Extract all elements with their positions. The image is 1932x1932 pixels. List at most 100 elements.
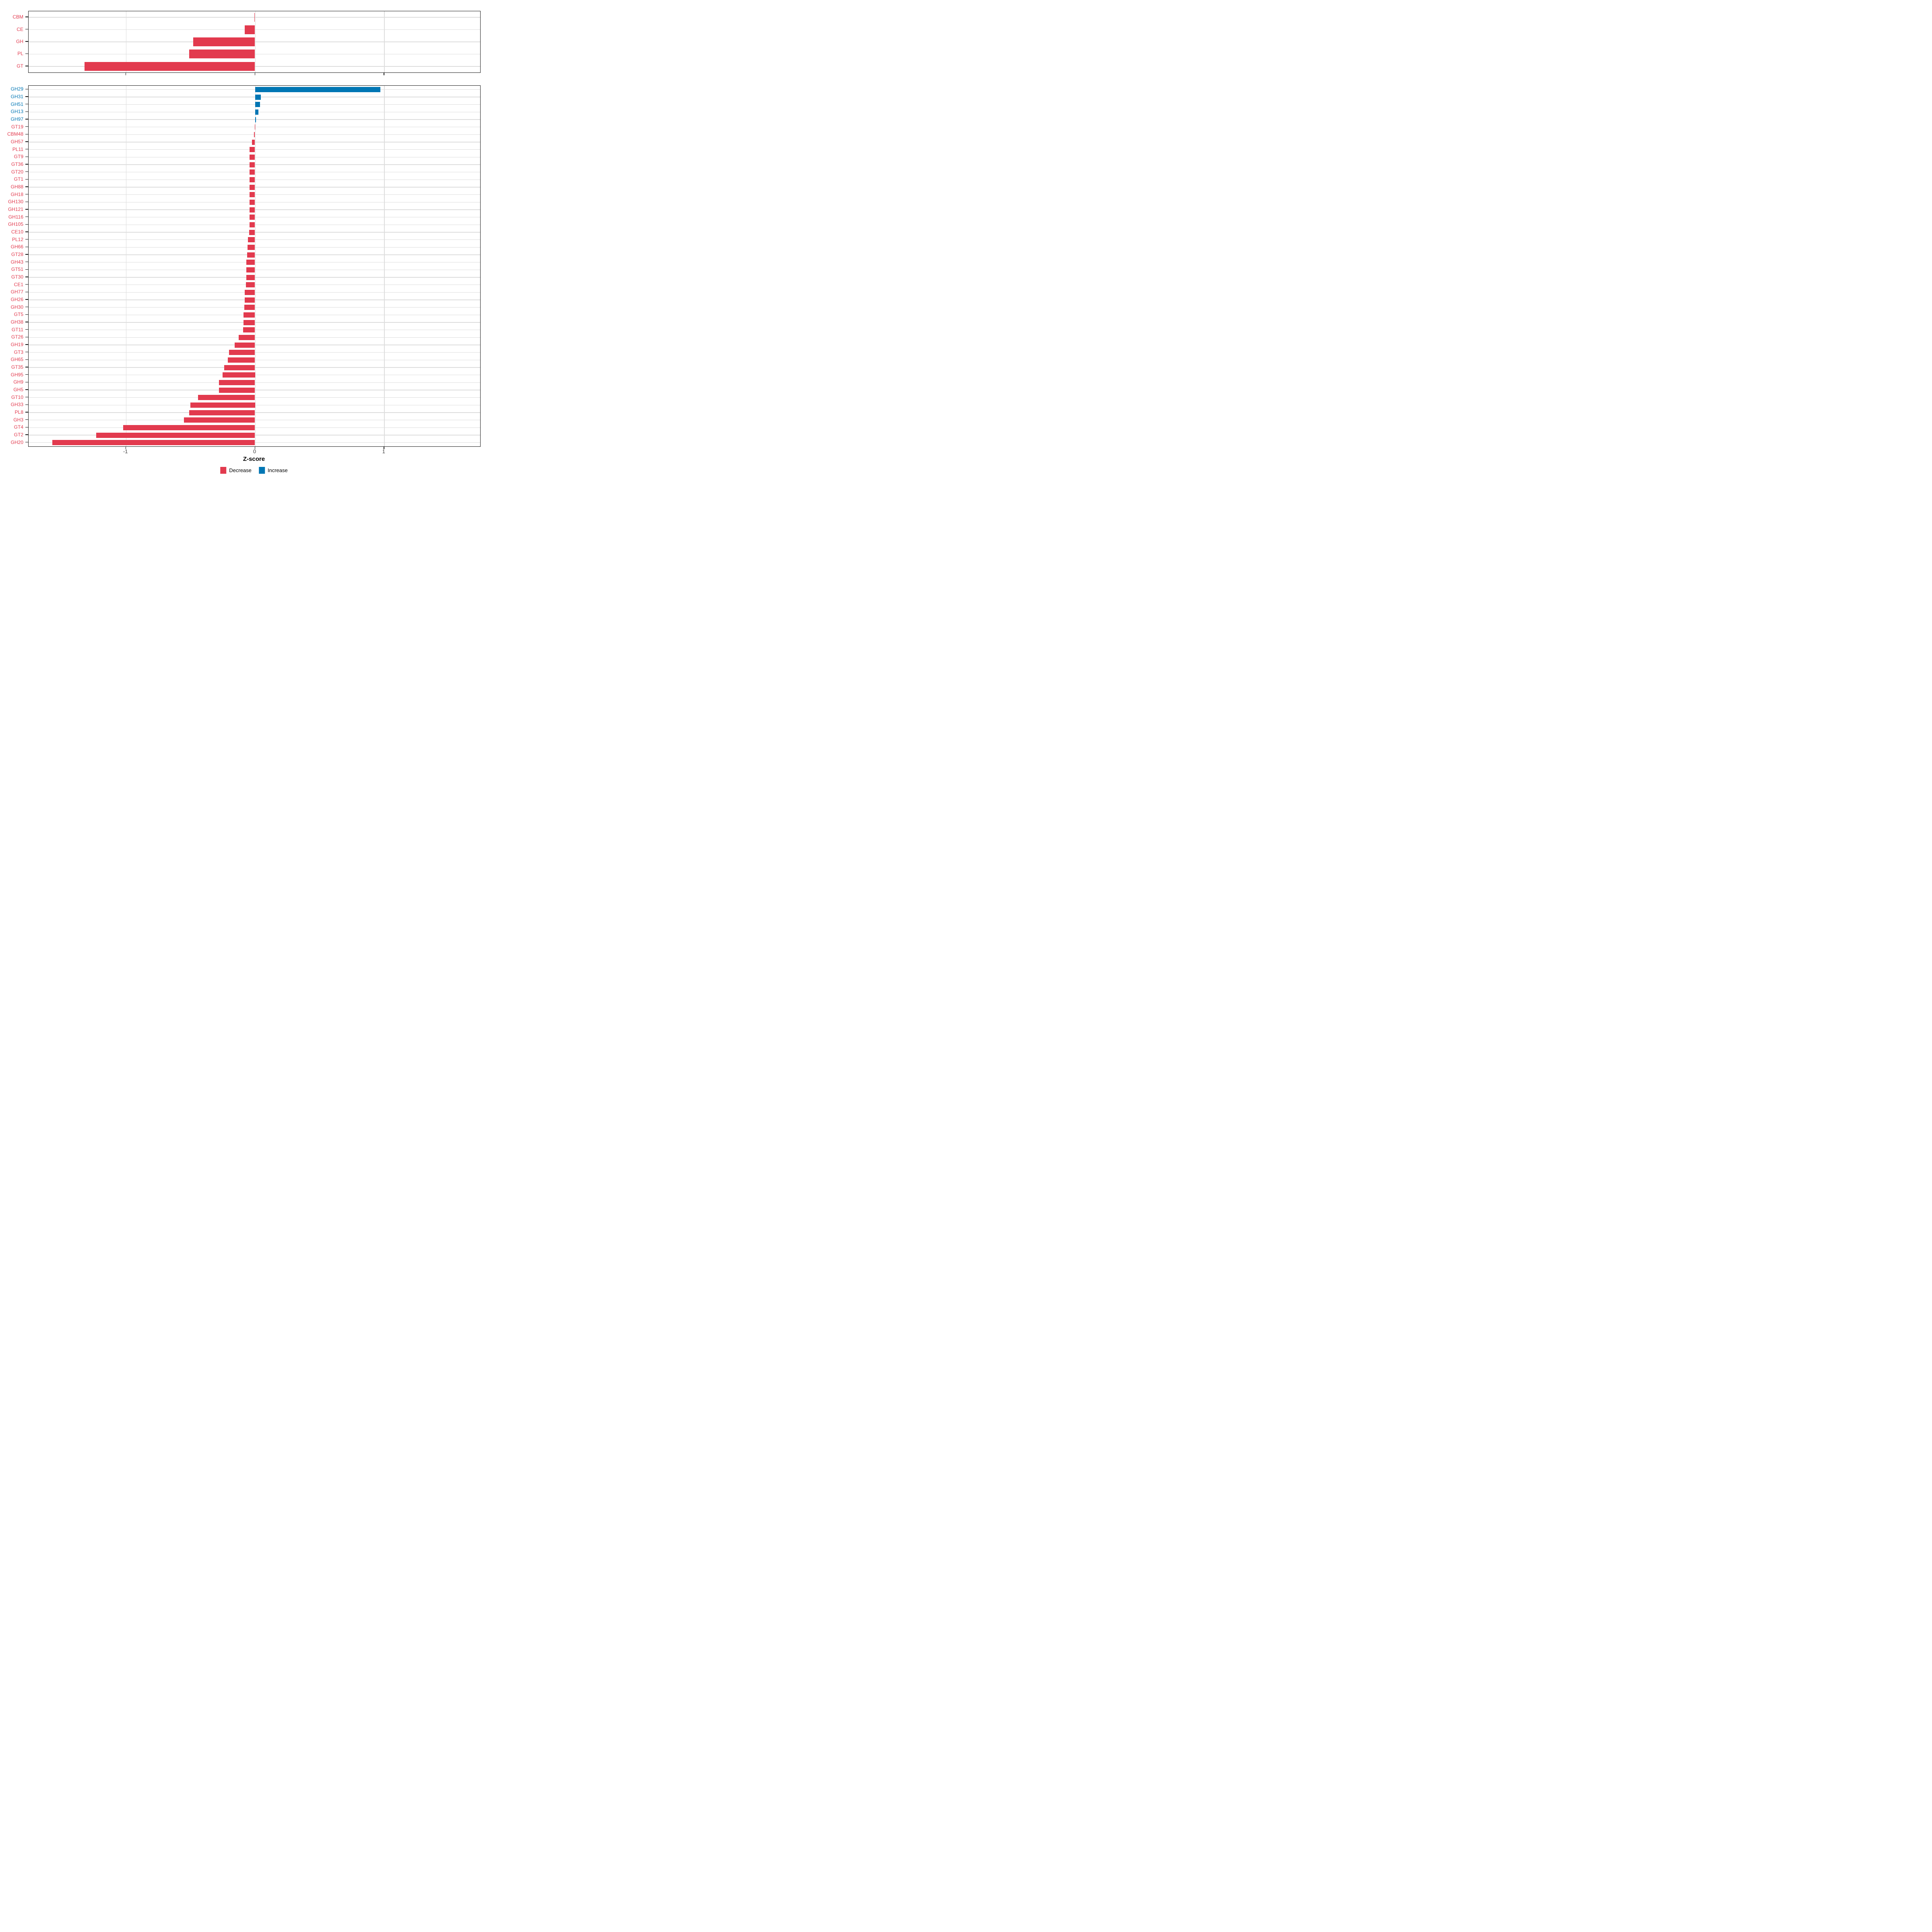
bar-GH130	[249, 199, 255, 205]
category-label-GT19: GT19	[11, 124, 23, 130]
category-label-GT5: GT5	[14, 312, 23, 318]
legend-item-increase: Increase	[258, 467, 288, 474]
category-label-GH26: GH26	[10, 297, 23, 302]
y-tick-GH95	[25, 374, 28, 375]
category-label-GH51: GH51	[10, 101, 23, 107]
category-label-GT36: GT36	[11, 161, 23, 167]
category-label-GT10: GT10	[11, 394, 23, 400]
category-label-GH9: GH9	[13, 379, 23, 385]
category-label-GT4: GT4	[14, 424, 23, 430]
category-label-GH3: GH3	[13, 417, 23, 423]
y-tick-GH66	[25, 246, 28, 248]
x-gridline-1	[384, 86, 385, 446]
y-tick-GT36	[25, 164, 28, 165]
legend-label-increase: Increase	[267, 467, 288, 473]
y-tick-CE1	[25, 284, 28, 285]
bar-GH	[193, 37, 255, 46]
bar-GT2	[96, 432, 255, 438]
bar-CE	[245, 25, 255, 34]
legend-item-decrease: Decrease	[220, 467, 252, 474]
bar-GT36	[250, 162, 255, 167]
category-label-GH66: GH66	[10, 244, 23, 250]
y-tick-CE	[25, 29, 28, 30]
category-label-GT51: GT51	[11, 266, 23, 272]
category-label-CE1: CE1	[14, 281, 23, 287]
category-label-GH29: GH29	[10, 86, 23, 92]
category-label-GH18: GH18	[10, 191, 23, 197]
category-label-GH20: GH20	[10, 439, 23, 445]
bar-GH65	[228, 357, 255, 363]
bar-PL12	[248, 237, 255, 243]
y-tick-GH57	[25, 141, 28, 142]
y-tick-CBM48	[25, 134, 28, 135]
x-axis-title: Z-score	[243, 456, 265, 462]
category-label-CBM48: CBM48	[7, 131, 23, 137]
row-gridline-GH51	[29, 104, 480, 105]
x-tick-label--1: -1	[123, 448, 128, 454]
y-tick-GT11	[25, 329, 28, 330]
category-label-GH: GH	[16, 39, 23, 44]
bar-CBM48	[254, 132, 255, 137]
bar-GH9	[219, 380, 255, 385]
legend-swatch-decrease	[220, 467, 227, 474]
category-label-GH5: GH5	[13, 387, 23, 392]
category-label-GT1: GT1	[14, 176, 23, 182]
y-tick-GT19	[25, 126, 28, 127]
y-tick-GH3	[25, 419, 28, 420]
y-tick-CE10	[25, 231, 28, 232]
category-label-GT26: GT26	[11, 334, 23, 340]
category-label-GH33: GH33	[10, 402, 23, 408]
bar-GH26	[245, 297, 255, 303]
legend: Decrease Increase	[220, 467, 288, 474]
category-label-GH43: GH43	[10, 259, 23, 265]
row-gridline-GH97	[29, 119, 480, 120]
bar-GH66	[247, 244, 255, 250]
y-tick-PL11	[25, 149, 28, 150]
bar-GH116	[249, 215, 255, 220]
y-tick-GH20	[25, 442, 28, 443]
bar-GH3	[184, 417, 255, 423]
category-label-GH97: GH97	[10, 116, 23, 122]
category-label-GH88: GH88	[10, 184, 23, 190]
category-label-GH65: GH65	[10, 357, 23, 363]
bar-GH121	[249, 207, 255, 213]
category-label-GH77: GH77	[10, 289, 23, 295]
bar-GT26	[238, 334, 255, 340]
category-label-PL: PL	[17, 51, 23, 57]
bar-GH33	[190, 402, 255, 408]
y-tick-GH30	[25, 306, 28, 308]
y-tick-GH31	[25, 96, 28, 97]
x-tick-label-1: 1	[382, 448, 385, 454]
y-tick-GH77	[25, 291, 28, 293]
bar-GH57	[252, 139, 255, 145]
category-label-GT2: GT2	[14, 432, 23, 438]
y-tick-GH26	[25, 299, 28, 300]
x-tick-label-0: 0	[253, 448, 256, 454]
category-label-GH95: GH95	[10, 372, 23, 378]
x-gridline--1	[126, 86, 127, 446]
x-gridline-0	[255, 86, 256, 446]
y-tick-GH9	[25, 382, 28, 383]
y-tick-GT51	[25, 269, 28, 270]
bar-CE1	[246, 282, 255, 288]
bar-GT3	[229, 350, 255, 355]
bar-CE10	[249, 229, 255, 235]
y-tick-GT26	[25, 336, 28, 338]
bar-PL8	[189, 410, 255, 415]
category-label-GH38: GH38	[10, 319, 23, 325]
category-label-GH121: GH121	[8, 206, 23, 212]
bar-GT	[85, 62, 255, 71]
bar-GT11	[243, 327, 255, 333]
bar-GT28	[247, 252, 255, 258]
bar-GT4	[123, 425, 255, 430]
figure-container: Z-score Decrease Increase CBM CE GH PL GT GH2…	[0, 0, 483, 483]
category-label-GH31: GH31	[10, 94, 23, 99]
bar-GH19	[235, 342, 255, 348]
y-tick-GT1	[25, 179, 28, 180]
y-tick-GT2	[25, 434, 28, 435]
row-gridline-GH13	[29, 111, 480, 113]
bar-GT20	[250, 169, 255, 175]
bar-GH38	[243, 320, 255, 325]
y-tick-GT3	[25, 351, 28, 353]
category-label-GT: GT	[17, 63, 23, 69]
